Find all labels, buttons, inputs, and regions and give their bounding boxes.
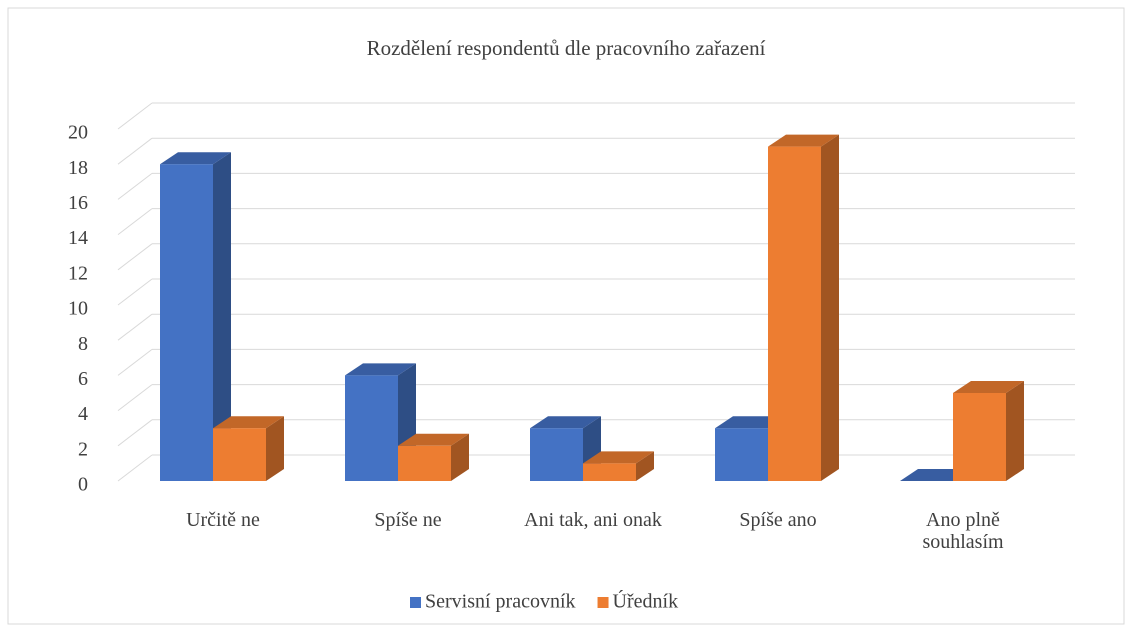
bar-top [398,433,469,446]
grid-line-side [117,313,153,341]
grid-line-side [117,173,153,200]
x-tick-label: Spíše ano [739,509,817,531]
y-tick-label: 14 [68,227,88,249]
bar-side [451,433,469,481]
bar-top [530,416,601,429]
bar-top [583,451,654,464]
bar [953,393,1006,481]
bar [768,146,821,481]
x-tick-label: Ano plně souhlasím [922,509,1004,553]
y-tick-label: 2 [78,438,88,460]
x-tick-label: Spíše ne [374,509,442,531]
bar-top [768,134,839,147]
bar-side [213,152,231,481]
grid-line-side [117,384,153,411]
y-tick-label: 20 [68,122,88,144]
y-tick-label: 4 [78,403,88,425]
bar [213,428,266,481]
bar [160,164,213,481]
y-tick-label: 10 [68,298,88,320]
legend-label: Servisní pracovník [425,591,576,613]
bar-top [213,416,284,429]
grid-line-side [117,208,153,235]
bar-side [636,451,654,481]
bar-side [1006,381,1024,481]
bar [583,463,636,481]
grid-line-side [117,419,153,447]
grid-line-side [117,137,153,165]
x-tick-label: Určitě ne [186,509,260,531]
legend-swatch [597,597,609,608]
bar [345,375,398,481]
y-tick-label: 8 [78,333,88,355]
grid-line-side [117,102,153,130]
grid-line-side [117,454,153,482]
grid-line-side [117,243,153,271]
bar-top [953,381,1024,393]
bar [398,445,451,481]
y-tick-label: 12 [68,262,88,284]
bar-side [821,134,839,481]
bar [530,428,583,481]
grid-line-side [117,349,153,376]
legend-swatch [410,597,421,608]
bar-side [266,416,284,481]
x-tick-label: Ani tak, ani onak [524,509,662,531]
grid-line-side [117,278,153,306]
bar-top [160,152,231,165]
y-tick-label: 6 [78,368,88,390]
legend-label: Úředník [613,589,679,613]
y-tick-label: 16 [68,192,88,214]
y-tick-label: 0 [78,474,88,496]
bar [715,428,768,481]
bar-top [345,363,416,376]
chart-title: Rozdělení respondentů dle pracovního zař… [367,36,766,60]
y-tick-label: 18 [68,157,88,179]
